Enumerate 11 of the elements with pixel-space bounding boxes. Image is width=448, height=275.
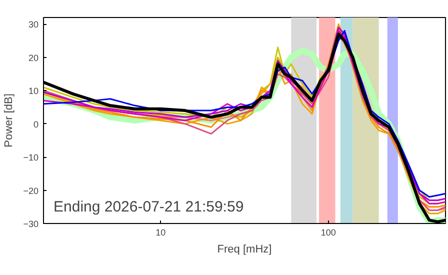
y-tick-label: −30	[23, 219, 39, 229]
y-tick-label: −20	[23, 186, 39, 196]
y-tick-label: 0	[33, 119, 39, 130]
y-tick-label: −10	[23, 152, 39, 163]
y-tick-label: 20	[28, 52, 39, 63]
x-tick-label: 100	[320, 228, 336, 238]
annotation: Ending 2026-07-21 21:59:59	[54, 198, 244, 216]
x-axis-title: Freq [mHz]	[217, 244, 272, 256]
y-tick-label: 10	[28, 86, 39, 96]
y-tick-label: 30	[28, 20, 39, 30]
y-axis-title: Power [dB]	[3, 94, 16, 148]
